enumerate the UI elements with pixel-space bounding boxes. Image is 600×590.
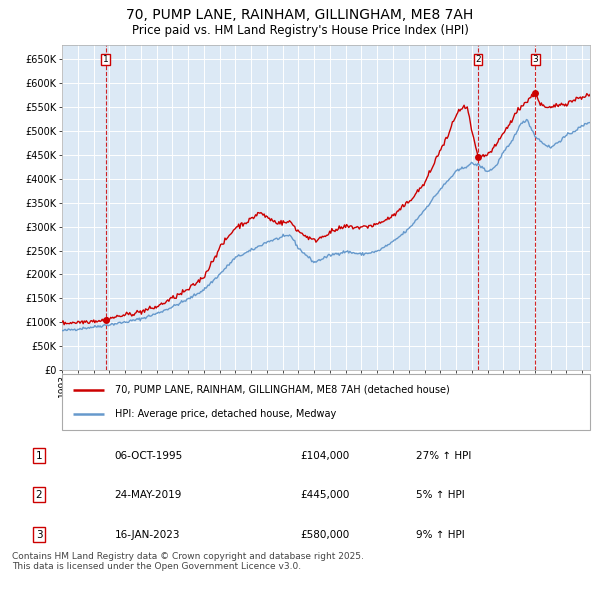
Text: HPI: Average price, detached house, Medway: HPI: Average price, detached house, Medw… [115, 409, 336, 419]
Text: 2: 2 [35, 490, 43, 500]
Text: 70, PUMP LANE, RAINHAM, GILLINGHAM, ME8 7AH: 70, PUMP LANE, RAINHAM, GILLINGHAM, ME8 … [127, 8, 473, 22]
Text: 1: 1 [35, 451, 43, 461]
Text: 27% ↑ HPI: 27% ↑ HPI [416, 451, 472, 461]
FancyBboxPatch shape [62, 374, 590, 430]
Text: 70, PUMP LANE, RAINHAM, GILLINGHAM, ME8 7AH (detached house): 70, PUMP LANE, RAINHAM, GILLINGHAM, ME8 … [115, 385, 449, 395]
Text: Price paid vs. HM Land Registry's House Price Index (HPI): Price paid vs. HM Land Registry's House … [131, 24, 469, 37]
Text: 16-JAN-2023: 16-JAN-2023 [115, 530, 180, 540]
Text: 3: 3 [35, 530, 43, 540]
Text: 3: 3 [533, 55, 538, 64]
Text: 24-MAY-2019: 24-MAY-2019 [115, 490, 182, 500]
Text: 06-OCT-1995: 06-OCT-1995 [115, 451, 182, 461]
Text: 1: 1 [103, 55, 109, 64]
Text: £104,000: £104,000 [300, 451, 349, 461]
Text: 5% ↑ HPI: 5% ↑ HPI [416, 490, 465, 500]
Text: 2: 2 [475, 55, 481, 64]
Text: 9% ↑ HPI: 9% ↑ HPI [416, 530, 465, 540]
Text: £445,000: £445,000 [300, 490, 349, 500]
Text: £580,000: £580,000 [300, 530, 349, 540]
Text: Contains HM Land Registry data © Crown copyright and database right 2025.
This d: Contains HM Land Registry data © Crown c… [12, 552, 364, 571]
